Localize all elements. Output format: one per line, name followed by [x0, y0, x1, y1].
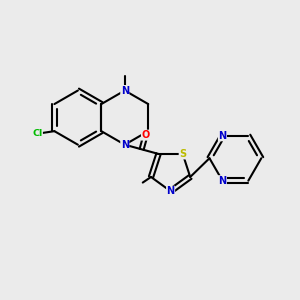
Text: O: O [141, 130, 150, 140]
Text: Cl: Cl [32, 129, 42, 138]
Text: N: N [167, 186, 175, 196]
Text: N: N [121, 140, 129, 150]
Text: N: N [218, 131, 226, 141]
Text: S: S [179, 149, 186, 159]
Text: N: N [218, 176, 226, 186]
Text: N: N [121, 85, 129, 95]
